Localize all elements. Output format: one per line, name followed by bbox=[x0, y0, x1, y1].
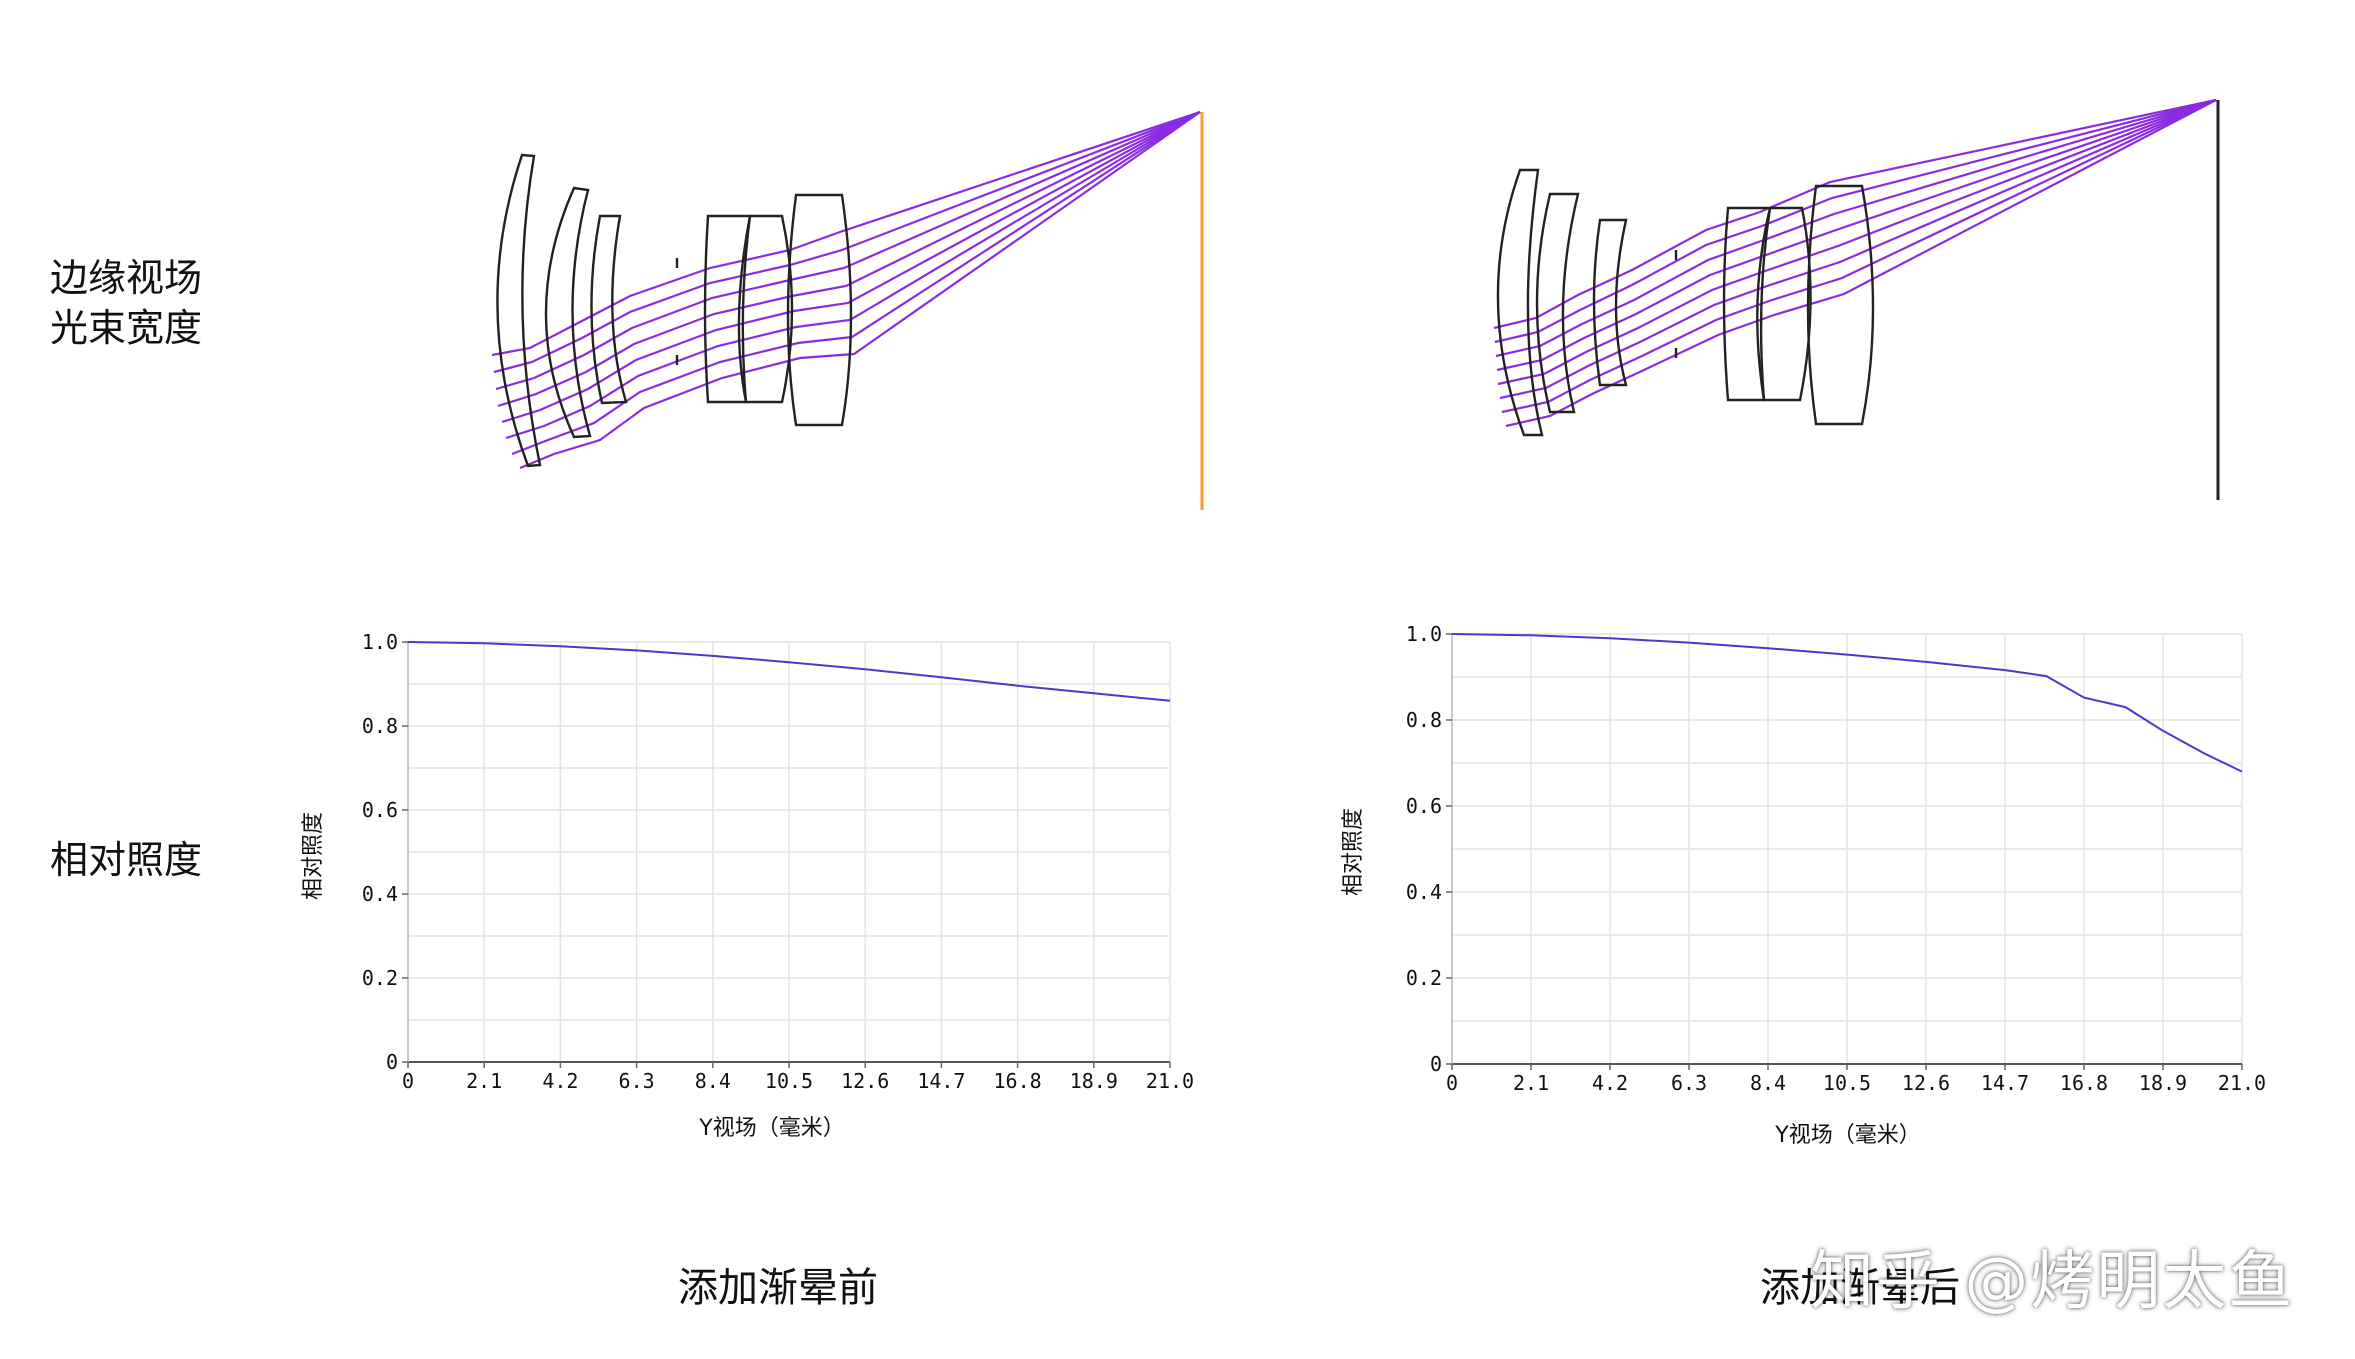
lenses-after bbox=[1496, 168, 1875, 437]
series-line bbox=[1451, 633, 2243, 773]
rays-before bbox=[491, 110, 1201, 470]
beam-width-label-line2: 光束宽度 bbox=[50, 306, 203, 350]
lens-element-5 bbox=[741, 214, 794, 404]
y-axis-label: 相对照度 bbox=[301, 812, 326, 900]
x-tick-label: 4.2 bbox=[1592, 1071, 1628, 1095]
rays-after bbox=[1493, 98, 2217, 428]
x-tick-label: 21.0 bbox=[1146, 1069, 1194, 1093]
y-tick-label: 1.0 bbox=[362, 630, 398, 654]
ray-2 bbox=[493, 110, 1201, 374]
lens-element-2 bbox=[544, 186, 592, 439]
x-tick-label: 10.5 bbox=[765, 1069, 813, 1093]
lens-diagram-after bbox=[1480, 90, 2240, 510]
yticks-after: 0 0.2 0.4 0.6 0.8 1.0 bbox=[1406, 622, 1452, 1076]
ray-3 bbox=[1495, 98, 2217, 358]
y-tick-label: 0.4 bbox=[362, 882, 398, 906]
x-tick-label: 4.2 bbox=[542, 1069, 578, 1093]
y-tick-label: 0.6 bbox=[362, 798, 398, 822]
lens-element-2 bbox=[1535, 192, 1580, 414]
lens-diagram-before-svg bbox=[491, 110, 1204, 510]
lens-element-1 bbox=[496, 153, 542, 468]
lens-diagram-before bbox=[470, 100, 1230, 520]
ray-1 bbox=[491, 110, 1201, 357]
y-tick-label: 0.2 bbox=[362, 966, 398, 990]
x-tick-label: 12.6 bbox=[841, 1069, 889, 1093]
x-tick-label: 21.0 bbox=[2218, 1071, 2266, 1095]
lens-diagram-after-svg bbox=[1493, 98, 2220, 500]
ray-5 bbox=[501, 111, 1201, 424]
x-tick-label: 2.1 bbox=[466, 1069, 502, 1093]
lenses-before bbox=[496, 153, 853, 468]
ray-6 bbox=[505, 111, 1201, 440]
ray-5 bbox=[1497, 98, 2217, 386]
ray-1 bbox=[1493, 98, 2217, 330]
y-tick-label: 1.0 bbox=[1406, 622, 1442, 646]
x-tick-label: 0 bbox=[1446, 1071, 1458, 1095]
ray-8 bbox=[519, 111, 1201, 470]
x-axis-label: Y视场（毫米） bbox=[698, 1116, 844, 1140]
lens-element-1 bbox=[1496, 168, 1544, 437]
ray-4 bbox=[497, 111, 1201, 408]
x-tick-label: 18.9 bbox=[1070, 1069, 1118, 1093]
y-tick-label: 0.8 bbox=[1406, 708, 1442, 732]
x-tick-label: 6.3 bbox=[1671, 1071, 1707, 1095]
lens-element-6 bbox=[1806, 184, 1875, 426]
ray-7 bbox=[511, 111, 1201, 456]
ray-4 bbox=[1496, 98, 2217, 372]
ray-6 bbox=[1499, 98, 2217, 400]
grid-after bbox=[1451, 633, 2243, 1065]
beam-width-label: 边缘视场 光束宽度 bbox=[50, 253, 202, 353]
lens-element-5 bbox=[1759, 206, 1812, 402]
watermark: 知乎 @烤明太鱼 bbox=[1810, 1245, 2295, 1319]
yticks-before: 0 0.2 0.4 0.6 0.8 1.0 bbox=[362, 630, 408, 1074]
y-axis-label: 相对照度 bbox=[1341, 808, 1366, 896]
x-tick-label: 12.6 bbox=[1902, 1071, 1950, 1095]
relative-illumination-label: 相对照度 bbox=[50, 838, 203, 882]
y-tick-label: 0.4 bbox=[1406, 880, 1442, 904]
xticks-after: 0 2.1 4.2 6.3 8.4 10.5 12.6 14.7 16.8 18.9 21.0 bbox=[1446, 1064, 2266, 1095]
series-after bbox=[1451, 633, 2243, 773]
xticks-before: 0 2.1 4.2 6.3 8.4 10.5 12.6 14.7 16.8 18.9 21.0 bbox=[402, 1062, 1194, 1093]
series-before bbox=[407, 641, 1171, 702]
x-tick-label: 2.1 bbox=[1513, 1071, 1549, 1095]
x-tick-label: 16.8 bbox=[2060, 1071, 2108, 1095]
x-tick-label: 14.7 bbox=[1981, 1071, 2029, 1095]
x-tick-label: 14.7 bbox=[917, 1069, 965, 1093]
ray-8 bbox=[1505, 99, 2217, 428]
x-tick-label: 6.3 bbox=[619, 1069, 655, 1093]
y-tick-label: 0.2 bbox=[1406, 966, 1442, 990]
y-tick-label: 0 bbox=[386, 1050, 398, 1074]
x-tick-label: 18.9 bbox=[2139, 1071, 2187, 1095]
lens-element-3 bbox=[590, 214, 628, 405]
x-tick-label: 16.8 bbox=[994, 1069, 1042, 1093]
chart-after-svg: 0 2.1 4.2 6.3 8.4 10.5 12.6 14.7 16.8 18.9 21.0 00… bbox=[1341, 622, 2266, 1148]
lens-element-6 bbox=[786, 193, 853, 427]
caption-after: 添加渐晕后 bbox=[1760, 1265, 1960, 1311]
ray-3 bbox=[495, 110, 1201, 391]
x-tick-label: 8.4 bbox=[695, 1069, 731, 1093]
y-tick-label: 0.6 bbox=[1406, 794, 1442, 818]
series-line bbox=[407, 641, 1171, 702]
x-tick-label: 0 bbox=[402, 1069, 414, 1093]
ray-2 bbox=[1494, 98, 2217, 344]
y-tick-label: 0.8 bbox=[362, 714, 398, 738]
ray-7 bbox=[1501, 99, 2217, 414]
x-tick-label: 8.4 bbox=[1750, 1071, 1786, 1095]
y-tick-label: 0 bbox=[1430, 1052, 1442, 1076]
x-tick-label: 10.5 bbox=[1823, 1071, 1871, 1095]
grid-before bbox=[407, 641, 1171, 1063]
chart-before-svg: 0 2.1 4.2 6.3 8.4 10.5 12.6 14.7 16.8 18.9 21.0 00… bbox=[301, 630, 1194, 1141]
beam-width-label-line1: 边缘视场 bbox=[50, 256, 203, 300]
caption-before: 添加渐晕前 bbox=[678, 1265, 878, 1311]
lens-element-3 bbox=[1592, 218, 1628, 387]
x-axis-label: Y视场（毫米） bbox=[1774, 1123, 1920, 1148]
